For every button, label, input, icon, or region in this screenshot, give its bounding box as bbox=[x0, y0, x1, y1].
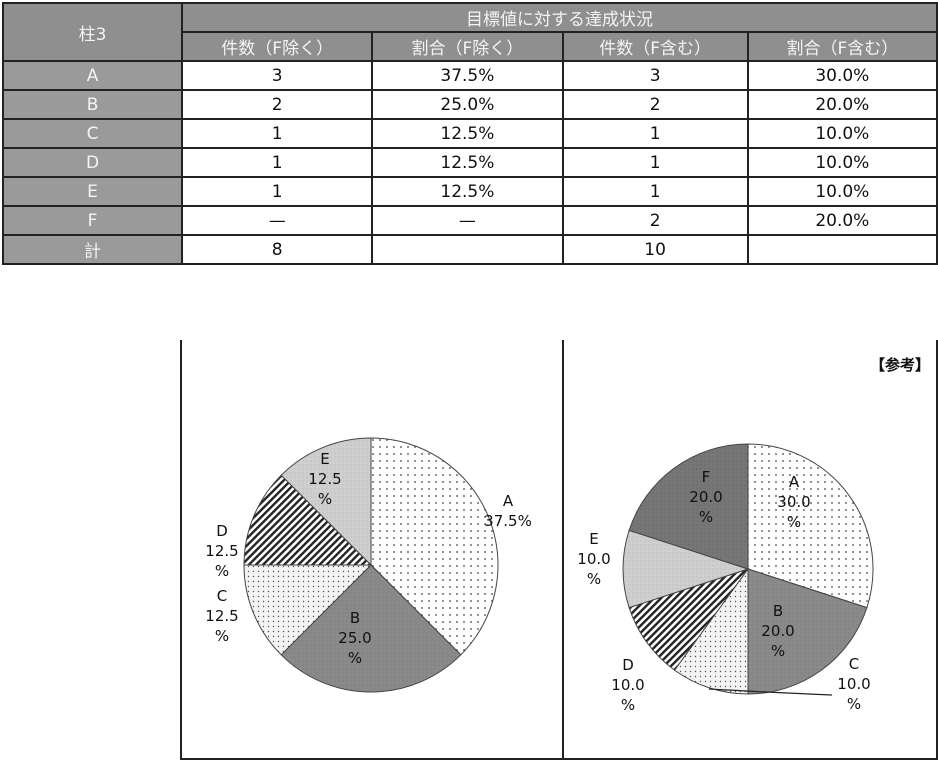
data-label-d: D 12.5% bbox=[205, 522, 238, 580]
table-cell: 12.5% bbox=[371, 118, 564, 149]
table-cell: 20.0% bbox=[746, 205, 938, 236]
table-row: D 1 12.5% 1 10.0% bbox=[1, 147, 938, 178]
table-cell: 2 bbox=[181, 89, 374, 120]
data-label-d: D 10.0% bbox=[611, 656, 644, 714]
column-header: 割合（F含む） bbox=[746, 31, 938, 62]
reference-label: 【参考】 bbox=[869, 356, 930, 374]
table-cell: 1 bbox=[181, 147, 374, 178]
pie-slice-a bbox=[747, 443, 874, 609]
table-cell: 20.0% bbox=[746, 89, 938, 120]
pie-slice-e bbox=[622, 529, 750, 609]
table-row-total: 計 8 10 bbox=[1, 234, 938, 265]
table-cell: 37.5% bbox=[371, 60, 564, 91]
table-cell: 1 bbox=[181, 176, 374, 207]
table-cell: 1 bbox=[561, 118, 749, 149]
row-label: D bbox=[1, 147, 184, 178]
data-label-e: E 12.5% bbox=[308, 450, 341, 508]
table-cell: 10.0% bbox=[746, 147, 938, 178]
pie-panel-excluding-f: A 37.5% B 25.0% C 12.5% D 12.5% E 12.5% bbox=[180, 340, 564, 760]
data-label-a: A 30.0% bbox=[777, 473, 810, 531]
table-cell: 2 bbox=[561, 89, 749, 120]
pie-slice-e bbox=[280, 437, 372, 567]
pie-chart-including-f: A 30.0 % B 20.0 % C 10.0 % D 10.0 % E 10.0 % F 20.0% bbox=[577, 443, 874, 714]
row-label: F bbox=[1, 205, 184, 236]
pie-chart-excluding-f: A 37.5% B 25.0 % C 12.5 % D 12.5 % E 12.5% bbox=[205, 437, 532, 693]
column-header: 件数（F除く） bbox=[181, 31, 374, 62]
table-cell: 1 bbox=[561, 147, 749, 178]
table-cell: 1 bbox=[561, 176, 749, 207]
table-cell: 12.5% bbox=[371, 147, 564, 178]
row-label: B bbox=[1, 89, 184, 120]
table-cell: 10.0% bbox=[746, 176, 938, 207]
column-header: 割合（F除く） bbox=[371, 31, 564, 62]
pie-slice-d bbox=[628, 568, 750, 671]
table-cell: — bbox=[181, 205, 374, 236]
table-row: B 2 25.0% 2 20.0% bbox=[1, 89, 938, 120]
table-cell bbox=[746, 234, 938, 265]
table-cell: 1 bbox=[181, 118, 374, 149]
row-label: E bbox=[1, 176, 184, 207]
table-cell: 10.0% bbox=[746, 118, 938, 149]
table-cell: 30.0% bbox=[746, 60, 938, 91]
table-row: E 1 12.5% 1 10.0% bbox=[1, 176, 938, 207]
corner-header: 柱3 bbox=[1, 2, 184, 62]
pie-slice-f bbox=[628, 443, 749, 570]
pie-slice-c bbox=[673, 567, 749, 695]
pie-slice-b bbox=[280, 564, 462, 693]
table-cell: 2 bbox=[561, 205, 749, 236]
table-cell bbox=[371, 234, 564, 265]
pie-panel-including-f: 【参考】 A 30.0% B 20.0% C 10.0% D 10.0% E 10.0% F 20.0… bbox=[562, 340, 938, 760]
column-header: 件数（F含む） bbox=[561, 31, 749, 62]
row-label: A bbox=[1, 60, 184, 91]
pie-slice-c bbox=[243, 564, 373, 656]
data-label-a: A 37.5% bbox=[484, 492, 532, 530]
pie-slice-b bbox=[747, 568, 868, 695]
group-header: 目標値に対する達成状況 bbox=[181, 2, 938, 33]
row-label: 計 bbox=[1, 234, 184, 265]
data-label-e: E 10.0% bbox=[577, 530, 610, 588]
table-cell: — bbox=[371, 205, 564, 236]
table-cell: 25.0% bbox=[371, 89, 564, 120]
pie-slice-a bbox=[370, 437, 499, 656]
data-label-c: C 10.0% bbox=[837, 655, 870, 713]
data-label-f: F 20.0% bbox=[689, 468, 722, 526]
table-row: C 1 12.5% 1 10.0% bbox=[1, 118, 938, 149]
table-row: F — — 2 20.0% bbox=[1, 205, 938, 236]
leader-line-c bbox=[708, 688, 833, 696]
pie-slice-d bbox=[243, 474, 373, 566]
table-cell: 3 bbox=[181, 60, 374, 91]
table-cell: 12.5% bbox=[371, 176, 564, 207]
table-cell: 8 bbox=[181, 234, 374, 265]
achievement-table: 柱3 目標値に対する達成状況 件数（F除く） 割合（F除く） 件数（F含む） 割… bbox=[1, 2, 938, 265]
table-cell: 10 bbox=[561, 234, 749, 265]
data-label-c: C 12.5% bbox=[205, 587, 238, 645]
table-cell: 3 bbox=[561, 60, 749, 91]
data-label-b: B 25.0% bbox=[338, 609, 371, 667]
row-label: C bbox=[1, 118, 184, 149]
table-row: A 3 37.5% 3 30.0% bbox=[1, 60, 938, 91]
data-label-b: B 20.0% bbox=[761, 602, 794, 660]
